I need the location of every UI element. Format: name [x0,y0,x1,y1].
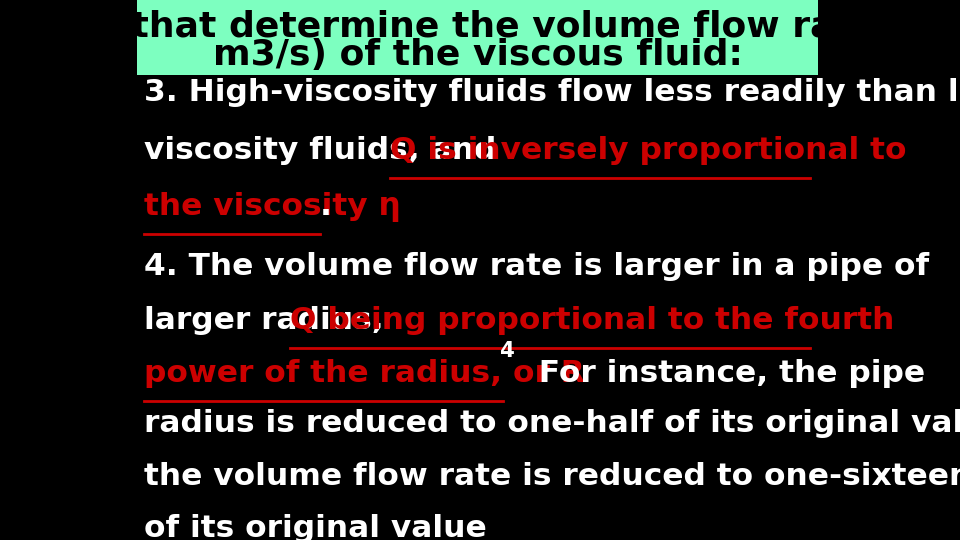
Text: the volume flow rate is reduced to one-sixteenth: the volume flow rate is reduced to one-s… [144,462,960,491]
Text: power of the radius, or R: power of the radius, or R [144,359,585,388]
Text: 4: 4 [499,341,515,361]
Text: 3. High-viscosity fluids flow less readily than low-: 3. High-viscosity fluids flow less readi… [144,78,960,106]
Text: For instance, the pipe: For instance, the pipe [517,359,925,388]
FancyBboxPatch shape [137,0,819,76]
Text: the viscosity η: the viscosity η [144,192,400,222]
Text: radius is reduced to one-half of its original value,: radius is reduced to one-half of its ori… [144,409,960,438]
Text: larger radius,: larger radius, [144,306,395,335]
Text: viscosity fluids, and: viscosity fluids, and [144,136,507,165]
Text: Q is inversely proportional to: Q is inversely proportional to [391,136,907,165]
Text: 4. The volume flow rate is larger in a pipe of: 4. The volume flow rate is larger in a p… [144,252,929,281]
Text: .: . [320,192,331,221]
Text: m3/s) of the viscous fluid:: m3/s) of the viscous fluid: [213,38,743,72]
Text: Factors that determine the volume flow rate Q (in: Factors that determine the volume flow r… [0,10,960,44]
Text: of its original value: of its original value [144,514,487,540]
Text: Q being proportional to the fourth: Q being proportional to the fourth [290,306,894,335]
